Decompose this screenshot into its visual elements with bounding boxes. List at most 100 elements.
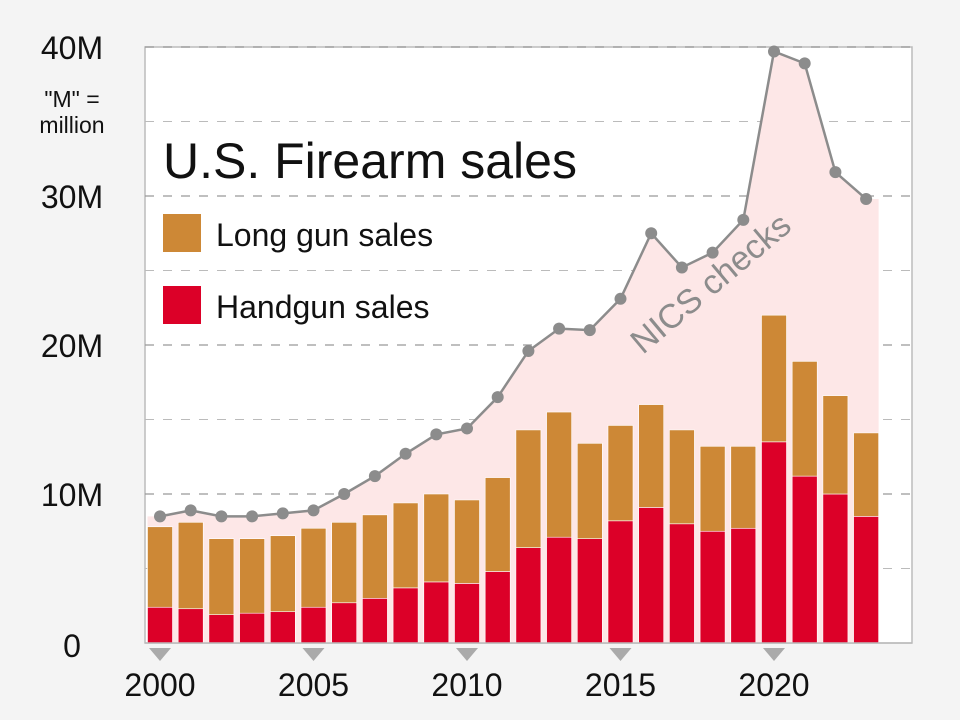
nics-point-2004 [276, 507, 289, 520]
y-tick-label: 40M [41, 30, 103, 66]
bar-long-gun-2012 [515, 429, 542, 548]
bar-handgun-2001 [177, 608, 204, 644]
nics-point-2021 [798, 57, 811, 70]
y-tick-label: 20M [41, 328, 103, 364]
bar-long-gun-2011 [484, 477, 511, 572]
y-axis-ticks: 0 10M 20M 30M 40M [41, 30, 103, 664]
nics-point-2009 [430, 428, 443, 441]
bar-handgun-2009 [423, 581, 450, 644]
nics-point-2016 [645, 227, 658, 240]
bar-handgun-2004 [269, 611, 296, 644]
y-tick-label: 30M [41, 179, 103, 215]
bar-long-gun-2007 [362, 514, 388, 599]
bar-long-gun-2015 [607, 425, 634, 522]
nics-point-2018 [706, 246, 719, 259]
legend-label-long-gun: Long gun sales [216, 217, 433, 253]
bar-long-gun-2014 [576, 443, 603, 539]
bar-long-gun-2023 [853, 432, 879, 517]
nics-point-2023 [860, 192, 873, 205]
bar-long-gun-2018 [699, 446, 726, 532]
nics-point-2001 [184, 504, 197, 517]
bar-handgun-2002 [208, 614, 235, 644]
bar-handgun-2005 [300, 606, 327, 644]
bar-long-gun-2016 [638, 404, 665, 508]
nics-point-2013 [553, 322, 566, 335]
bar-handgun-2016 [638, 507, 665, 644]
bar-handgun-2010 [454, 583, 480, 644]
bar-handgun-2020 [761, 441, 787, 644]
legend: Long gun sales Handgun sales [163, 214, 433, 325]
nics-point-2017 [675, 261, 688, 274]
nics-point-2000 [154, 510, 166, 523]
bar-long-gun-2021 [791, 361, 818, 477]
bar-handgun-2023 [853, 516, 879, 644]
nics-point-2012 [522, 344, 535, 357]
nics-point-2010 [461, 422, 473, 435]
nics-point-2002 [215, 510, 228, 523]
nics-checks-points [154, 45, 873, 523]
bar-handgun-2006 [331, 602, 358, 644]
unit-note-line-1: "M" = [44, 86, 99, 112]
x-tick-label: 2015 [585, 667, 656, 703]
x-tick-label: 2000 [124, 667, 195, 703]
x-tick-marker [456, 648, 478, 661]
bar-long-gun-2013 [546, 411, 572, 538]
nics-point-2003 [246, 510, 259, 523]
bar-handgun-2011 [484, 571, 511, 644]
bar-long-gun-2003 [239, 538, 265, 614]
legend-swatch-handgun [163, 286, 201, 324]
bar-long-gun-2020 [761, 314, 787, 443]
bar-long-gun-2001 [177, 522, 204, 610]
bar-handgun-2022 [822, 493, 849, 644]
x-tick-marker [763, 648, 785, 661]
bar-handgun-2014 [576, 538, 603, 644]
bar-handgun-2013 [546, 536, 572, 644]
bar-handgun-2008 [392, 587, 419, 644]
nics-point-2022 [829, 166, 842, 179]
bar-handgun-2012 [515, 547, 542, 644]
nics-point-2008 [399, 447, 412, 460]
bar-handgun-2021 [791, 475, 818, 644]
x-tick-marker [302, 648, 325, 661]
x-tick-marker [609, 648, 632, 661]
bar-long-gun-2002 [208, 538, 235, 615]
nics-point-2005 [307, 504, 320, 517]
bar-handgun-2017 [669, 523, 695, 644]
x-tick-label: 2010 [431, 667, 502, 703]
nics-point-2011 [491, 391, 504, 404]
bar-long-gun-2009 [423, 493, 450, 583]
bar-long-gun-2022 [822, 395, 849, 495]
bar-long-gun-2004 [269, 535, 296, 613]
x-tick-label: 2020 [738, 667, 809, 703]
y-tick-label: 0 [63, 628, 81, 664]
nics-point-2020 [768, 45, 780, 58]
bar-long-gun-2000 [147, 526, 173, 608]
nics-point-2014 [583, 324, 596, 337]
nics-checks-area [147, 51, 879, 644]
bar-long-gun-2008 [392, 502, 419, 589]
nics-point-2019 [737, 213, 750, 226]
bar-long-gun-2005 [300, 527, 327, 608]
bar-handgun-2007 [362, 597, 388, 644]
bar-handgun-2018 [699, 530, 726, 644]
bar-handgun-2003 [239, 612, 265, 644]
bar-handgun-2000 [147, 606, 173, 644]
bar-long-gun-2010 [454, 499, 480, 584]
bar-long-gun-2017 [669, 429, 695, 525]
nics-point-2006 [338, 488, 351, 500]
unit-note-line-2: million [39, 112, 104, 138]
bar-handgun-2019 [730, 527, 757, 644]
stacked-bars [147, 314, 879, 644]
x-tick-marker [149, 648, 171, 661]
x-axis-ticks: 2000 2005 2010 2015 2020 [124, 648, 810, 703]
y-tick-label: 10M [41, 477, 103, 513]
nics-point-2007 [368, 470, 381, 483]
x-tick-label: 2005 [278, 667, 349, 703]
bar-long-gun-2006 [331, 522, 358, 604]
legend-swatch-long-gun [163, 214, 201, 252]
legend-label-handgun: Handgun sales [216, 289, 429, 325]
bar-handgun-2015 [607, 520, 634, 644]
bar-long-gun-2019 [730, 446, 757, 529]
nics-point-2015 [614, 292, 627, 305]
